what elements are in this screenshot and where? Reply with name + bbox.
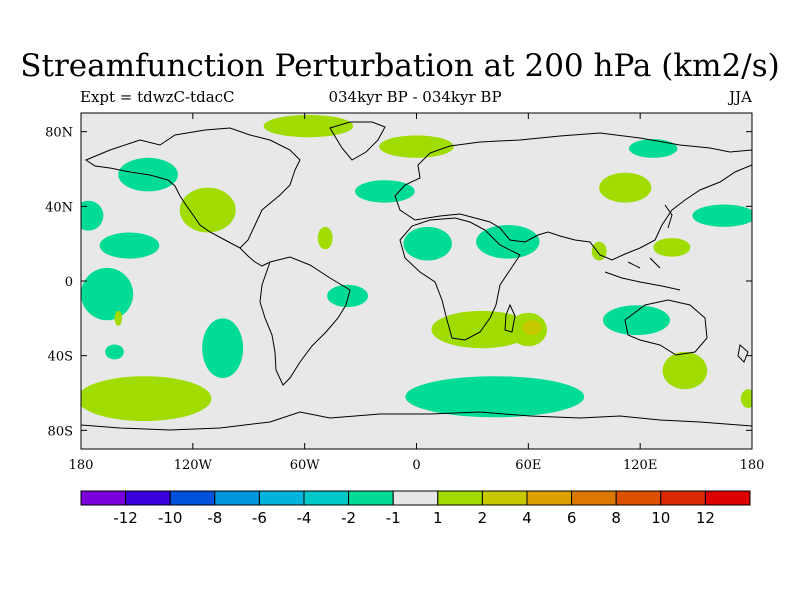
x-tick-label: 60E <box>515 458 541 473</box>
colorbar-label: 4 <box>522 509 532 527</box>
coastline-indonesia <box>604 257 681 291</box>
y-tick-label: 80S <box>48 424 73 439</box>
coastline-japan <box>664 204 673 229</box>
anomaly-layer <box>81 114 752 421</box>
coastline-north-america <box>84 127 301 249</box>
positive-anomaly-region <box>81 376 212 421</box>
positive-anomaly-region <box>653 238 691 257</box>
negative-anomaly-region <box>354 180 415 203</box>
colorbar-label: -6 <box>252 509 267 527</box>
colorbar-label: 2 <box>478 509 488 527</box>
positive-anomaly-region <box>114 310 123 326</box>
colorbar-label: -8 <box>207 509 222 527</box>
negative-anomaly-region <box>202 318 244 379</box>
negative-anomaly-region <box>81 267 134 321</box>
colorbar-label: 12 <box>696 509 715 527</box>
negative-anomaly-region <box>81 200 104 231</box>
negative-anomaly-region <box>403 226 452 261</box>
coastline-new-zealand <box>737 344 749 363</box>
coastline-south-america <box>259 256 351 386</box>
positive-anomaly-region <box>591 241 607 261</box>
coastline-eurasia <box>394 132 752 261</box>
x-tick-label: 0 <box>412 458 420 473</box>
colorbar-box <box>214 490 260 506</box>
colorbar-box <box>615 490 662 506</box>
x-tick-label: 120W <box>174 458 213 473</box>
chart-title: Streamfunction Perturbation at 200 hPa (… <box>20 48 780 84</box>
coastlines <box>81 121 752 431</box>
positive-anomaly-region <box>263 114 354 138</box>
colorbar-label: -2 <box>341 509 356 527</box>
colorbar-box <box>303 490 350 506</box>
colorbar-label: 6 <box>567 509 577 527</box>
colorbar-box <box>392 490 439 506</box>
coastline-greenland <box>329 121 386 161</box>
coastline-antarctica <box>81 411 752 431</box>
colorbar-box <box>80 490 127 506</box>
colorbar-box <box>704 490 751 506</box>
strong-positive-anomaly-region <box>522 320 542 336</box>
colorbar-label: 10 <box>651 509 670 527</box>
y-tick-label: 40N <box>45 200 73 215</box>
experiment-label: Expt = tdwzC-tdacC <box>80 88 235 106</box>
negative-anomaly-region <box>692 204 752 227</box>
y-tick-label: 80N <box>45 126 73 141</box>
colorbar-label: -12 <box>113 509 138 527</box>
colorbar-box <box>481 490 528 506</box>
colorbar-label: 1 <box>433 509 443 527</box>
negative-anomaly-region <box>628 139 678 158</box>
colorbar-label: -1 <box>386 509 401 527</box>
y-tick-label: 0 <box>65 275 73 290</box>
time-period-label: 034kyr BP - 034kyr BP <box>328 88 502 106</box>
colorbar-box <box>169 490 216 506</box>
colorbar-label: -4 <box>297 509 312 527</box>
negative-anomaly-region <box>476 225 540 259</box>
season-label: JJA <box>729 88 752 106</box>
x-tick-label: 120E <box>623 458 657 473</box>
colorbar-label: -10 <box>158 509 183 527</box>
colorbar: -12 -10 -8 -6 -4 -2 -1 1 2 4 6 8 10 12 <box>80 490 751 527</box>
positive-anomaly-region <box>662 351 708 390</box>
negative-anomaly-region <box>405 376 585 418</box>
negative-anomaly-region <box>602 305 670 336</box>
positive-anomaly-region <box>179 187 236 233</box>
x-tick-label: 180 <box>740 458 765 473</box>
positive-anomaly-region <box>379 135 454 158</box>
negative-anomaly-region <box>327 284 369 308</box>
x-tick-label: 180 <box>69 458 94 473</box>
y-tick-label: 40S <box>48 350 73 365</box>
colorbar-box <box>437 490 483 506</box>
map-axes: 180 120W 60W 0 60E 120E 180 80N 40N 0 40S 80S <box>45 113 764 473</box>
colorbar-box <box>571 490 617 506</box>
coastline-central-america <box>239 247 271 267</box>
negative-anomaly-region <box>99 232 160 259</box>
colorbar-box <box>125 490 171 506</box>
colorbar-box <box>258 490 305 506</box>
colorbar-box <box>348 490 394 506</box>
negative-anomaly-region <box>105 344 124 360</box>
colorbar-box <box>526 490 573 506</box>
colorbar-box <box>660 490 706 506</box>
coastline-australia <box>624 299 708 356</box>
coastline-africa <box>399 217 521 341</box>
positive-anomaly-region <box>740 389 752 408</box>
positive-anomaly-region <box>599 172 652 203</box>
x-tick-label: 60W <box>290 458 321 473</box>
colorbar-label: 8 <box>611 509 621 527</box>
positive-anomaly-region <box>317 226 333 250</box>
coastline-madagascar <box>504 303 516 333</box>
